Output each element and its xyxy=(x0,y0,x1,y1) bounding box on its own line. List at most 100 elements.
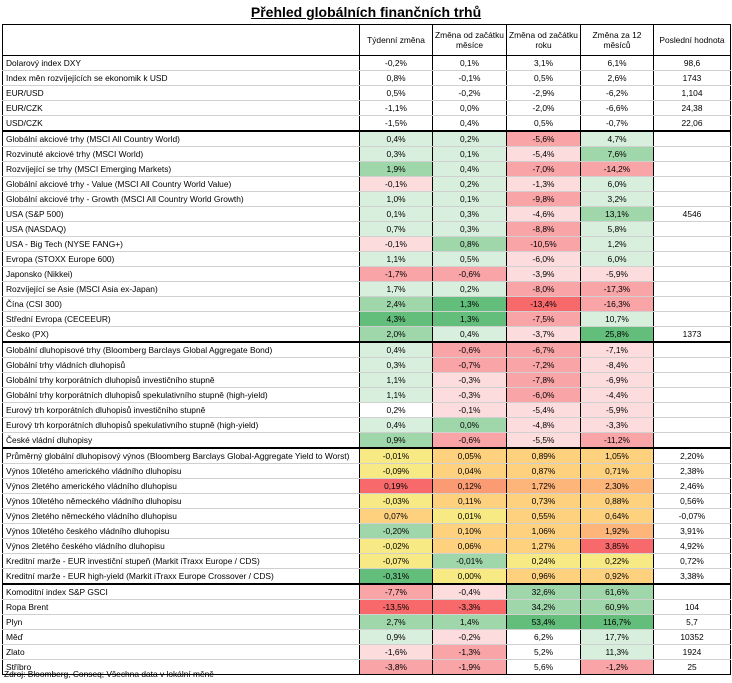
12m-change-cell: -6,9% xyxy=(580,372,654,388)
header-last: Poslední hodnota xyxy=(653,24,731,56)
instrument-name-cell: Výnos 10letého českého vládního dluhopis… xyxy=(2,523,360,539)
12m-change-cell: -8,4% xyxy=(580,357,654,373)
mtd-change-cell: 0,04% xyxy=(432,463,507,479)
weekly-change-cell: -0,01% xyxy=(359,447,433,464)
mtd-change-cell: -0,1% xyxy=(432,402,507,418)
weekly-change-cell: 0,7% xyxy=(359,221,433,237)
last-value-cell: 0,56% xyxy=(653,493,731,509)
weekly-change-cell: 0,1% xyxy=(359,206,433,222)
table-row: USA (S&P 500) 0,1% 0,3% -4,6% 13,1% 4546 xyxy=(2,206,731,222)
mtd-change-cell: 0,0% xyxy=(432,100,507,116)
12m-change-cell: -3,3% xyxy=(580,417,654,433)
12m-change-cell: 4,7% xyxy=(580,130,654,147)
table-row: Eurový trh korporátních dluhopisů spekul… xyxy=(2,417,731,433)
table-row: Globální trhy korporátních dluhopisů inv… xyxy=(2,372,731,388)
ytd-change-cell: -2,9% xyxy=(506,85,581,101)
last-value-cell: 1924 xyxy=(653,644,731,660)
weekly-change-cell: -0,02% xyxy=(359,538,433,554)
mtd-change-cell: 0,01% xyxy=(432,508,507,524)
header-ytd: Změna od začátku roku xyxy=(506,24,581,56)
table-row: Zlato -1,6% -1,3% 5,2% 11,3% 1924 xyxy=(2,644,731,660)
table-row: Globální trhy vládních dluhopisů 0,3% -0,7… xyxy=(2,357,731,373)
table-row: Výnos 2letého českého vládního dluhopisu… xyxy=(2,538,731,554)
weekly-change-cell: 0,9% xyxy=(359,629,433,645)
ytd-change-cell: -7,2% xyxy=(506,357,581,373)
ytd-change-cell: -7,0% xyxy=(506,161,581,177)
instrument-name-cell: Rozvinuté akciové trhy (MSCI World) xyxy=(2,146,360,162)
last-value-cell xyxy=(653,583,731,600)
markets-table: Týdenní změna Změna od začátku měsíce Zm… xyxy=(2,24,731,675)
mtd-change-cell: -1,9% xyxy=(432,659,507,675)
instrument-name-cell: Ropa Brent xyxy=(2,599,360,615)
table-row: České vládní dluhopisy 0,9% -0,6% -5,5% -11,… xyxy=(2,432,731,449)
ytd-change-cell: 1,06% xyxy=(506,523,581,539)
12m-change-cell: 3,2% xyxy=(580,191,654,207)
12m-change-cell: -11,2% xyxy=(580,432,654,449)
ytd-change-cell: -3,7% xyxy=(506,326,581,343)
12m-change-cell: -5,9% xyxy=(580,266,654,282)
mtd-change-cell: 1,3% xyxy=(432,311,507,327)
12m-change-cell: 116,7% xyxy=(580,614,654,630)
mtd-change-cell: -0,1% xyxy=(432,70,507,86)
ytd-change-cell: 3,1% xyxy=(506,55,581,71)
instrument-name-cell: Eurový trh korporátních dluhopisů spekul… xyxy=(2,417,360,433)
mtd-change-cell: 0,5% xyxy=(432,251,507,267)
instrument-name-cell: Globální trhy korporátních dluhopisů spe… xyxy=(2,387,360,403)
instrument-name-cell: Výnos 10letého amerického vládního dluho… xyxy=(2,463,360,479)
ytd-change-cell: -5,6% xyxy=(506,130,581,147)
mtd-change-cell: 0,8% xyxy=(432,236,507,252)
weekly-change-cell: 0,2% xyxy=(359,402,433,418)
12m-change-cell: 0,71% xyxy=(580,463,654,479)
table-row: Dolarový index DXY -0,2% 0,1% 3,1% 6,1% 98,6 xyxy=(2,55,731,71)
instrument-name-cell: USA - Big Tech (NYSE FANG+) xyxy=(2,236,360,252)
table-row: Komoditní index S&P GSCI -7,7% -0,4% 32,6% 6… xyxy=(2,583,731,600)
header-row: Týdenní změna Změna od začátku měsíce Zm… xyxy=(2,24,731,56)
12m-change-cell: -6,2% xyxy=(580,85,654,101)
mtd-change-cell: -0,6% xyxy=(432,432,507,449)
table-row: Eurový trh korporátních dluhopisů invest… xyxy=(2,402,731,418)
mtd-change-cell: 0,4% xyxy=(432,115,507,132)
mtd-change-cell: 0,05% xyxy=(432,447,507,464)
weekly-change-cell: -0,2% xyxy=(359,55,433,71)
12m-change-cell: -6,6% xyxy=(580,100,654,116)
table-row: Evropa (STOXX Europe 600) 1,1% 0,5% -6,0% 6,… xyxy=(2,251,731,267)
instrument-name-cell: Globální dluhopisové trhy (Bloomberg Bar… xyxy=(2,341,360,358)
table-row: Rozvíjející se trhy (MSCI Emerging Marke… xyxy=(2,161,731,177)
12m-change-cell: -14,2% xyxy=(580,161,654,177)
ytd-change-cell: -9,8% xyxy=(506,191,581,207)
12m-change-cell: 0,88% xyxy=(580,493,654,509)
weekly-change-cell: 0,3% xyxy=(359,357,433,373)
ytd-change-cell: -4,6% xyxy=(506,206,581,222)
header-name xyxy=(2,24,360,56)
last-value-cell: 3,38% xyxy=(653,568,731,585)
header-12m: Změna za 12 měsíců xyxy=(580,24,654,56)
source-note: Zdroj: Bloomberg, Conseq; Všechna data v… xyxy=(4,669,214,679)
weekly-change-cell: 0,4% xyxy=(359,417,433,433)
ytd-change-cell: 1,72% xyxy=(506,478,581,494)
mtd-change-cell: 1,4% xyxy=(432,614,507,630)
ytd-change-cell: -8,0% xyxy=(506,281,581,297)
mtd-change-cell: 1,3% xyxy=(432,296,507,312)
mtd-change-cell: -3,3% xyxy=(432,599,507,615)
12m-change-cell: 6,1% xyxy=(580,55,654,71)
table-row: Japonsko (Nikkei) -1,7% -0,6% -3,9% -5,9% xyxy=(2,266,731,282)
12m-change-cell: 6,0% xyxy=(580,251,654,267)
weekly-change-cell: 0,8% xyxy=(359,70,433,86)
last-value-cell: 3,91% xyxy=(653,523,731,539)
weekly-change-cell: 1,1% xyxy=(359,387,433,403)
instrument-name-cell: Japonsko (Nikkei) xyxy=(2,266,360,282)
last-value-cell: 104 xyxy=(653,599,731,615)
table-row: Index měn rozvíjejících se ekonomik k US… xyxy=(2,70,731,86)
ytd-change-cell: 6,2% xyxy=(506,629,581,645)
table-row: Ropa Brent -13,5% -3,3% 34,2% 60,9% 104 xyxy=(2,599,731,615)
ytd-change-cell: 0,87% xyxy=(506,463,581,479)
ytd-change-cell: 5,6% xyxy=(506,659,581,675)
weekly-change-cell: -0,31% xyxy=(359,568,433,585)
table-row: USA - Big Tech (NYSE FANG+) -0,1% 0,8% -10,… xyxy=(2,236,731,252)
last-value-cell: 2,38% xyxy=(653,463,731,479)
instrument-name-cell: Kreditní marže - EUR high-yield (Markit … xyxy=(2,568,360,585)
last-value-cell xyxy=(653,161,731,177)
12m-change-cell: -7,1% xyxy=(580,341,654,358)
weekly-change-cell: 4,3% xyxy=(359,311,433,327)
table-row: Výnos 10letého českého vládního dluhopis… xyxy=(2,523,731,539)
